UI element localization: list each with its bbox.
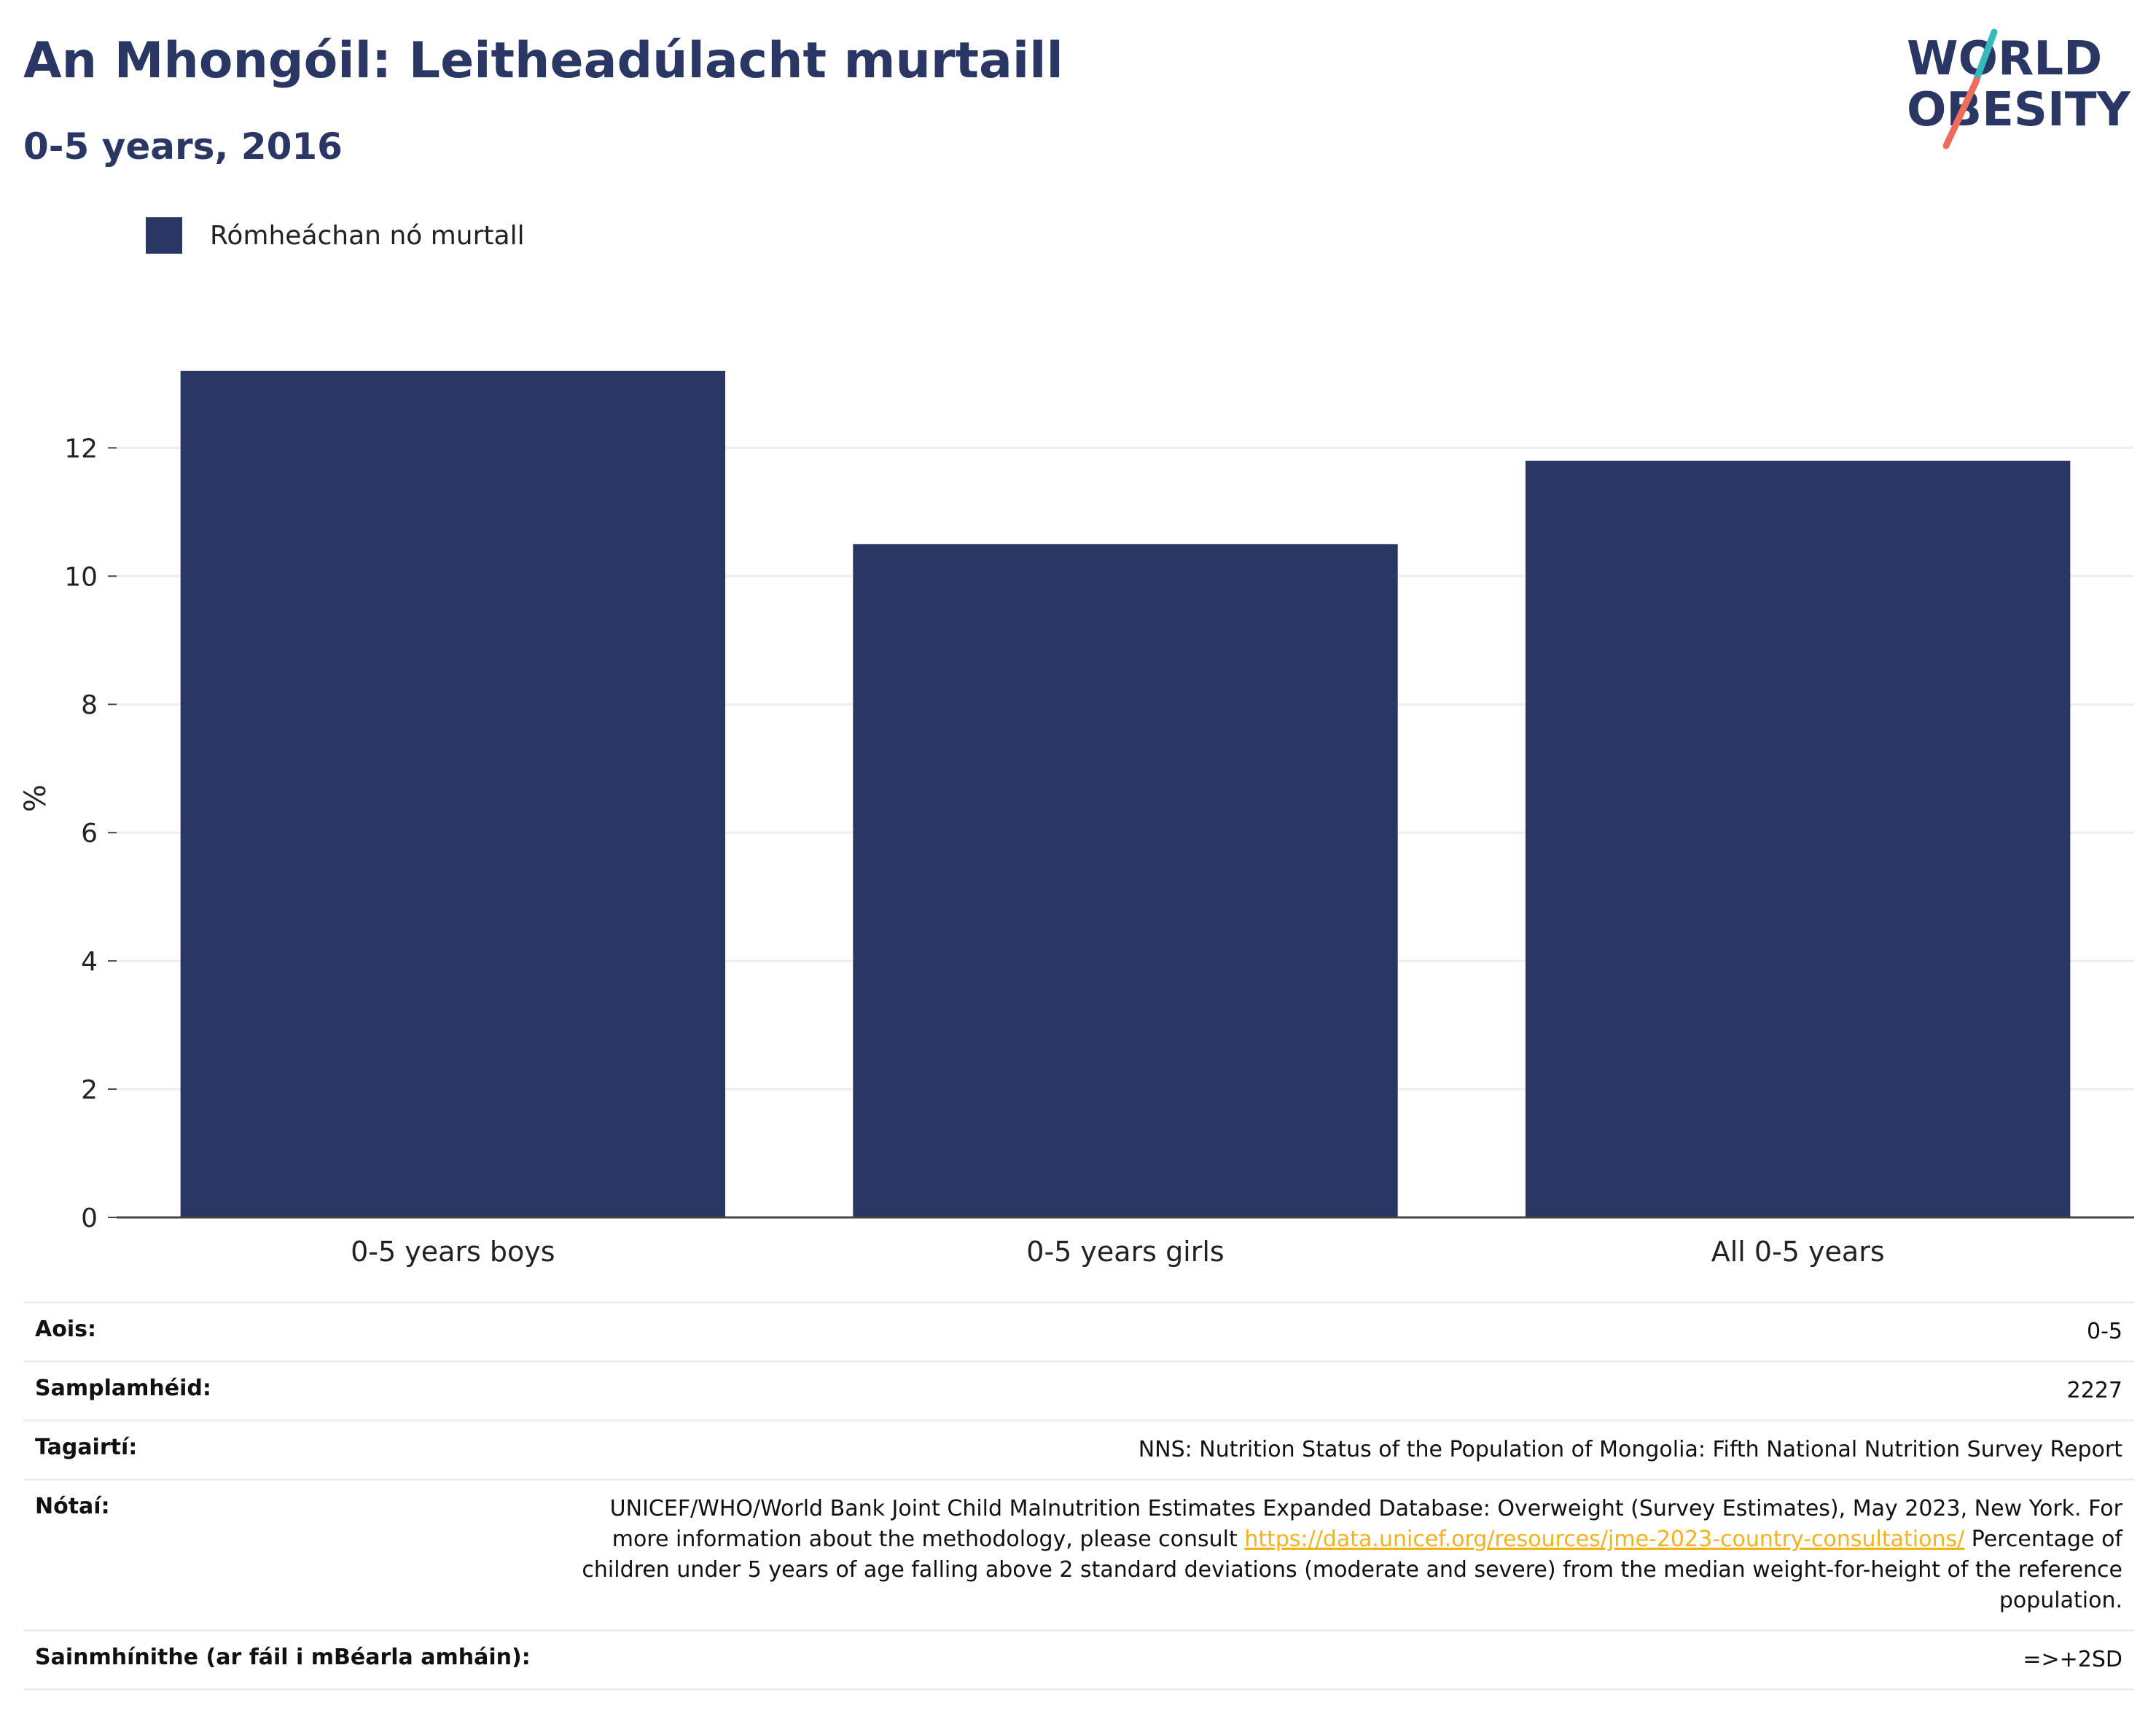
notes-text-after: Percentage of children under 5 years of … bbox=[582, 1527, 2122, 1613]
x-tick-label: 0-5 years girls bbox=[1026, 1236, 1224, 1268]
meta-row-references: Tagairtí: NNS: Nutrition Status of the P… bbox=[23, 1419, 2134, 1478]
legend-swatch bbox=[146, 217, 182, 254]
y-tick-label: 8 bbox=[81, 690, 98, 720]
world-obesity-logo: WORLD OBESITY bbox=[1907, 28, 2130, 149]
y-tick-label: 12 bbox=[64, 434, 98, 464]
logo-word-obesity: OBESITY bbox=[1907, 83, 2130, 137]
metadata-table: Aois: 0-5 Samplamhéid: 2227 Tagairtí: NN… bbox=[23, 1301, 2134, 1691]
chart-title: An Mhongóil: Leitheadúlacht murtaill bbox=[23, 32, 1063, 90]
meta-value-definitions: =>+2SD bbox=[2023, 1647, 2122, 1672]
meta-value-notes: UNICEF/WHO/World Bank Joint Child Malnut… bbox=[566, 1481, 2134, 1629]
chart-legend: Rómheáchan nó murtall bbox=[146, 217, 525, 254]
meta-label-sample: Samplamhéid: bbox=[35, 1376, 211, 1401]
logo-slash-coral bbox=[1942, 77, 1980, 149]
bar bbox=[180, 370, 726, 1217]
bar bbox=[853, 544, 1398, 1217]
meta-row-age: Aois: 0-5 bbox=[23, 1301, 2134, 1360]
x-tick-label: 0-5 years boys bbox=[351, 1236, 555, 1268]
x-tick-label: All 0-5 years bbox=[1711, 1236, 1885, 1268]
y-tick-label: 0 bbox=[81, 1204, 98, 1233]
notes-link[interactable]: https://data.unicef.org/resources/jme-20… bbox=[1244, 1527, 1965, 1552]
meta-label-definitions: Sainmhínithe (ar fáil i mBéarla amháin): bbox=[35, 1645, 531, 1670]
meta-value-age: 0-5 bbox=[2087, 1319, 2122, 1344]
y-tick-label: 6 bbox=[81, 819, 98, 849]
chart-subtitle: 0-5 years, 2016 bbox=[23, 125, 343, 168]
y-axis-label: % bbox=[19, 784, 52, 812]
meta-label-notes: Nótaí: bbox=[35, 1494, 110, 1519]
meta-value-sample: 2227 bbox=[2066, 1378, 2122, 1403]
bar bbox=[1525, 460, 2071, 1218]
logo-slash-teal bbox=[1973, 28, 1998, 82]
logo-word-world: WORLD bbox=[1907, 32, 2102, 86]
meta-row-definitions: Sainmhínithe (ar fáil i mBéarla amháin):… bbox=[23, 1629, 2134, 1691]
y-tick-label: 10 bbox=[64, 562, 98, 592]
meta-label-references: Tagairtí: bbox=[35, 1435, 138, 1460]
meta-value-references: NNS: Nutrition Status of the Population … bbox=[1138, 1437, 2122, 1462]
legend-label: Rómheáchan nó murtall bbox=[210, 220, 525, 251]
y-tick-label: 2 bbox=[81, 1075, 98, 1105]
y-tick-label: 4 bbox=[81, 947, 98, 977]
notes-text-before: UNICEF/WHO/World Bank Joint Child Malnut… bbox=[609, 1496, 2122, 1552]
meta-row-notes: Nótaí: UNICEF/WHO/World Bank Joint Child… bbox=[23, 1478, 2134, 1629]
meta-label-age: Aois: bbox=[35, 1317, 96, 1342]
bar-chart: 0 2 4 6 8 10 12 0-5 years boys 0-5 years girls Al… bbox=[19, 370, 2134, 1268]
meta-row-sample: Samplamhéid: 2227 bbox=[23, 1360, 2134, 1419]
